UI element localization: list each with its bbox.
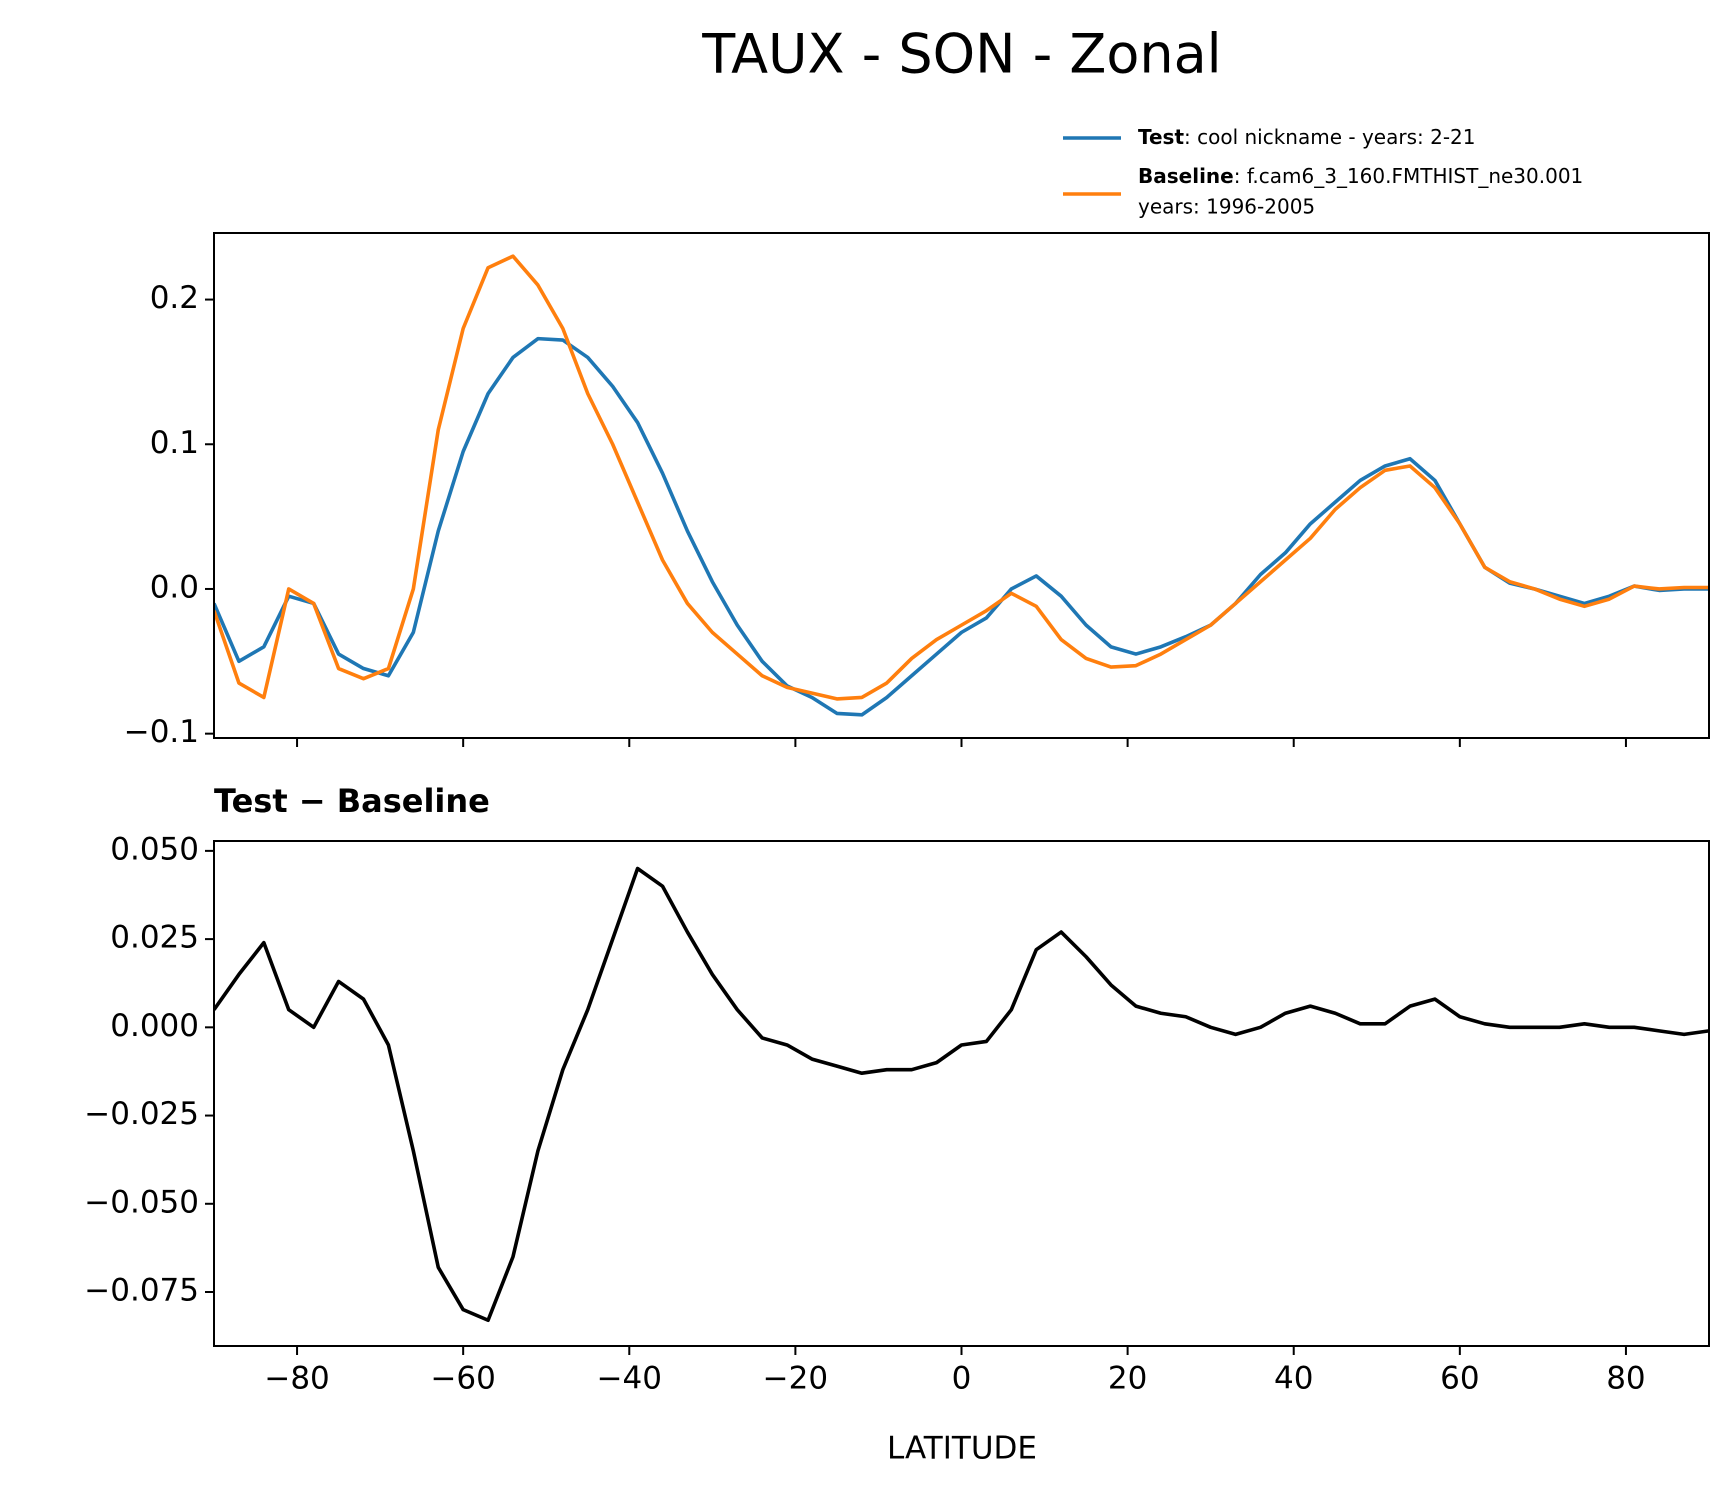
y-tick-label: 0.1 <box>150 425 199 461</box>
y-tick-label: −0.075 <box>84 1273 199 1309</box>
legend-label: Test: cool nickname - years: 2-21 <box>1138 125 1475 149</box>
y-tick-label: 0.000 <box>110 1008 199 1044</box>
x-axis-label: LATITUDE <box>887 1431 1037 1467</box>
legend-description: : cool nickname - years: 2-21 <box>1184 125 1475 149</box>
figure-title: TAUX - SON - Zonal <box>701 23 1221 86</box>
x-tick-label: −40 <box>597 1361 662 1397</box>
legend-name: Baseline <box>1138 164 1234 188</box>
axes-frame <box>213 232 1710 739</box>
x-tick-label: 80 <box>1606 1361 1645 1397</box>
y-tick-label: 0.050 <box>110 831 199 867</box>
legend-description: : f.cam6_3_160.FMTHIST_ne30.001 <box>1234 164 1584 188</box>
series-line <box>214 866 1709 1323</box>
y-tick-label: −0.025 <box>84 1096 199 1132</box>
x-tick-label: 40 <box>1274 1361 1313 1397</box>
x-tick-label: 20 <box>1108 1361 1147 1397</box>
legend-label: Baseline: f.cam6_3_160.FMTHIST_ne30.001 <box>1138 164 1583 188</box>
x-tick-label: 0 <box>952 1361 972 1397</box>
panel-title: Test − Baseline <box>214 782 490 820</box>
x-tick-label: −80 <box>264 1361 329 1397</box>
legend-name: Test <box>1138 125 1184 149</box>
x-tick-label: 60 <box>1440 1361 1479 1397</box>
series-line <box>214 254 1709 701</box>
y-tick-label: 0.2 <box>150 280 199 316</box>
axes-frame <box>213 840 1710 1347</box>
y-tick-label: 0.0 <box>150 569 199 605</box>
x-tick-label: −60 <box>430 1361 495 1397</box>
x-tick-label: −20 <box>763 1361 828 1397</box>
y-tick-label: 0.025 <box>110 920 199 956</box>
y-tick-label: −0.1 <box>124 714 199 750</box>
legend-description: years: 1996-2005 <box>1138 195 1315 219</box>
y-tick-label: −0.050 <box>84 1184 199 1220</box>
